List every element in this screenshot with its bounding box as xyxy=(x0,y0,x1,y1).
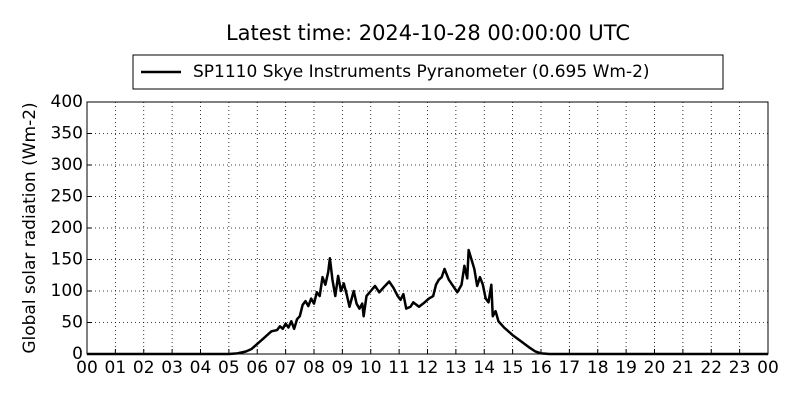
x-tick-label: 21 xyxy=(672,358,694,378)
data-line xyxy=(87,248,768,356)
y-tick-label: 0 xyxy=(72,344,83,364)
x-tick-label: 12 xyxy=(417,358,439,378)
plot-frame xyxy=(86,101,769,355)
x-tick-label: 11 xyxy=(388,358,410,378)
y-tick-label: 150 xyxy=(51,250,83,270)
plot-area: 0 50 100 150 200 250 300 350 400 00 01 02 03 04 05 06 07… xyxy=(51,92,779,378)
x-tick-label: 22 xyxy=(700,358,722,378)
x-tick-label: 17 xyxy=(559,358,581,378)
x-tick-label: 04 xyxy=(190,358,212,378)
x-tick-label: 00 xyxy=(76,358,98,378)
y-tick-label: 350 xyxy=(51,124,83,144)
y-tick-label: 300 xyxy=(51,155,83,175)
x-tick-label: 23 xyxy=(729,358,751,378)
y-tick-label: 400 xyxy=(51,92,83,112)
x-tick-label: 02 xyxy=(133,358,155,378)
x-tick-label: 06 xyxy=(246,358,268,378)
legend-label: SP1110 Skye Instruments Pyranometer (0.6… xyxy=(193,62,650,82)
x-tick-label: 00 xyxy=(757,358,779,378)
x-tick-label: 14 xyxy=(473,358,495,378)
x-tick-label: 10 xyxy=(360,358,382,378)
y-tick-label: 50 xyxy=(61,313,83,333)
x-tick-label: 05 xyxy=(218,358,240,378)
x-tick-label: 13 xyxy=(445,358,467,378)
x-tick-label: 08 xyxy=(303,358,325,378)
x-tick-label: 16 xyxy=(530,358,552,378)
x-tick-label: 07 xyxy=(275,358,297,378)
y-tick-label: 200 xyxy=(51,218,83,238)
x-tick-label: 03 xyxy=(161,358,183,378)
y-tick-label: 100 xyxy=(51,281,83,301)
chart-title: Latest time: 2024-10-28 00:00:00 UTC xyxy=(226,21,630,45)
y-axis-label: Global solar radiation (Wm-2) xyxy=(20,102,40,353)
legend-box xyxy=(132,54,724,90)
x-tick-label: 09 xyxy=(332,358,354,378)
x-tick-label: 20 xyxy=(644,358,666,378)
x-tick-label: 01 xyxy=(105,358,127,378)
x-tick-label: 18 xyxy=(587,358,609,378)
y-tick-label: 250 xyxy=(51,187,83,207)
x-tick-label: 15 xyxy=(502,358,524,378)
x-tick-label: 19 xyxy=(615,358,637,378)
